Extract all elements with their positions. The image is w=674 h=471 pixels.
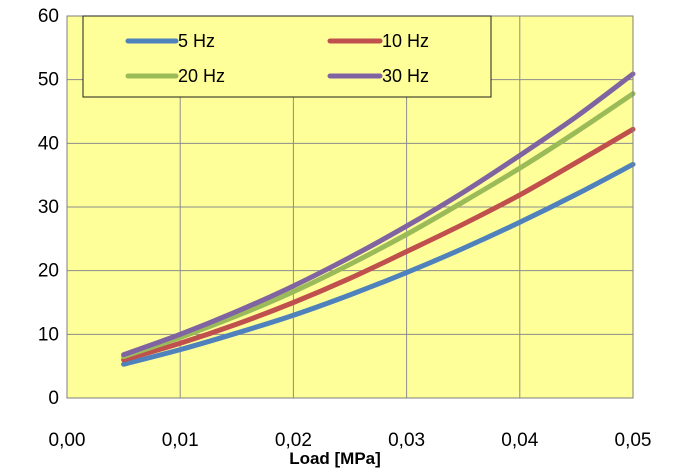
- legend-label: 20 Hz: [178, 66, 225, 86]
- x-tick-labels: 0,00 0,01 0,02 0,03 0,04 0,05: [49, 430, 652, 451]
- y-tick-label: 10: [38, 324, 59, 345]
- y-tick-label: 50: [38, 70, 59, 91]
- legend-box: [82, 15, 492, 98]
- y-tick-labels: 0 10 20 30 40 50 60: [38, 6, 59, 409]
- series-lines: [121, 71, 636, 367]
- y-tick-label: 40: [38, 133, 59, 154]
- legend-label: 5 Hz: [178, 31, 215, 51]
- y-tick-label: 20: [38, 261, 59, 282]
- y-tick-label: 30: [38, 197, 59, 218]
- series-line-20-hz: [121, 91, 636, 360]
- legend-label: 30 Hz: [382, 66, 429, 86]
- legend: 5 Hz 10 Hz 20 Hz 30 Hz: [82, 15, 492, 98]
- x-tick-label: 0,03: [388, 430, 425, 451]
- x-tick-label: 0,04: [501, 430, 538, 451]
- legend-label: 10 Hz: [382, 31, 429, 51]
- x-tick-label: 0,02: [275, 430, 312, 451]
- series-line-5-hz: [121, 161, 636, 367]
- x-tick-label: 0,05: [615, 430, 652, 451]
- series-line-10-hz: [121, 126, 636, 363]
- series-line-30-hz: [121, 71, 636, 358]
- x-tick-label: 0,00: [49, 430, 86, 451]
- x-tick-label: 0,01: [162, 430, 199, 451]
- y-tick-label: 60: [38, 6, 59, 27]
- y-tick-label: 0: [48, 388, 59, 409]
- x-axis-title: Load [MPa]: [289, 449, 381, 468]
